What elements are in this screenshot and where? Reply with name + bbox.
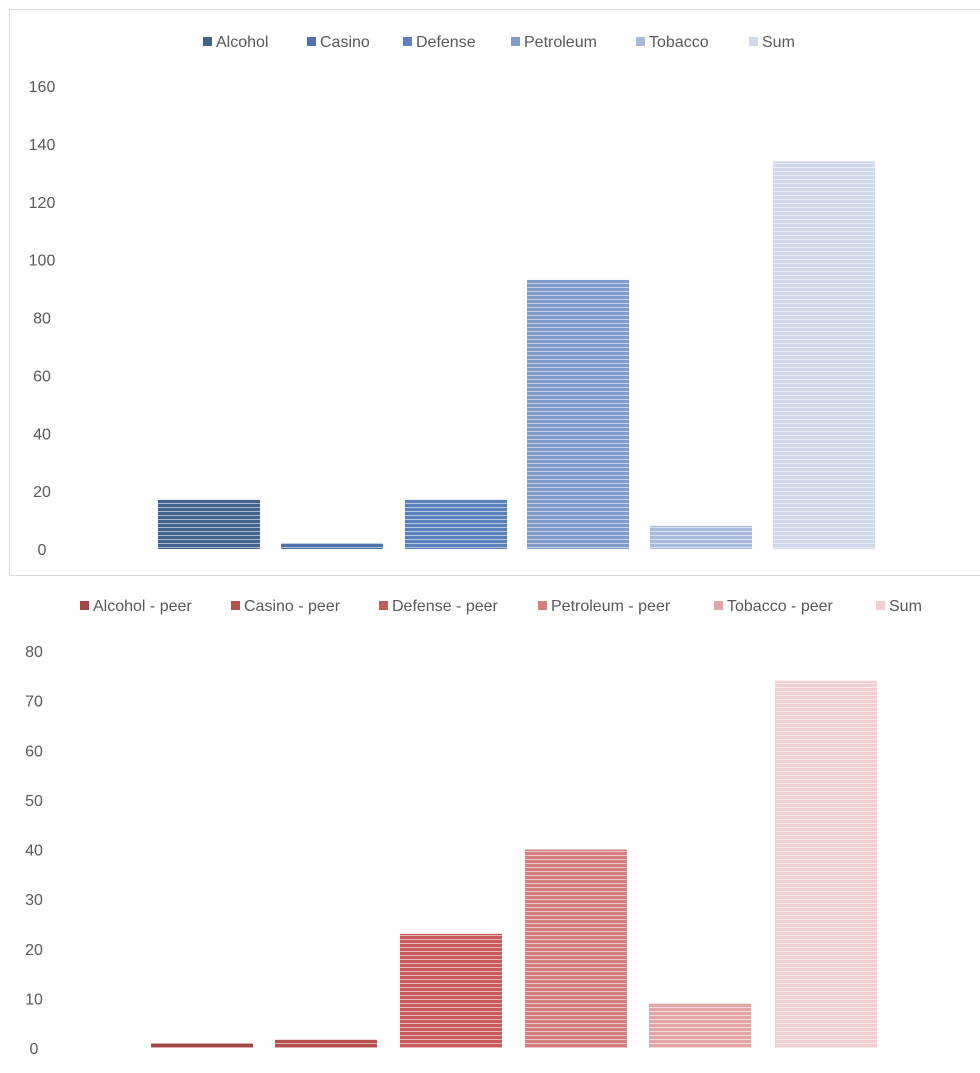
bottom-bar-tobacco-peer	[649, 1003, 751, 1048]
chart-bottom: 0 10 20 30 40 50 60 70 80 Alcohol - peer Casino - …	[25, 598, 922, 1058]
top-legend-label-casino: Casino	[320, 34, 370, 51]
top-bar-defense	[405, 499, 507, 549]
top-y-tick-0: 0	[38, 542, 47, 559]
top-y-tick-40: 40	[33, 426, 51, 443]
top-y-tick-140: 140	[29, 137, 56, 154]
bottom-legend-swatch-petroleum-peer	[538, 601, 547, 610]
top-legend-swatch-tobacco	[636, 37, 645, 46]
top-bar-alcohol	[158, 499, 260, 549]
top-legend-label-petroleum: Petroleum	[524, 34, 597, 51]
bottom-y-tick-0: 0	[30, 1041, 39, 1058]
top-legend-swatch-alcohol	[203, 37, 212, 46]
bottom-bar-alcohol-peer	[151, 1043, 253, 1048]
bottom-legend-swatch-casino-peer	[231, 601, 240, 610]
top-legend-label-tobacco: Tobacco	[649, 34, 709, 51]
bottom-legend-swatch-defense-peer	[379, 601, 388, 610]
bottom-y-tick-60: 60	[25, 743, 43, 760]
top-legend-swatch-casino	[307, 37, 316, 46]
bottom-legend-label-sum: Sum	[889, 598, 922, 615]
top-legend-swatch-defense	[403, 37, 412, 46]
bottom-y-tick-20: 20	[25, 942, 43, 959]
top-legend-swatch-sum	[749, 37, 758, 46]
top-legend-label-defense: Defense	[416, 34, 476, 51]
bottom-y-tick-10: 10	[25, 991, 43, 1008]
bottom-legend-label-petroleum-peer: Petroleum - peer	[551, 598, 671, 615]
bottom-legend-label-alcohol-peer: Alcohol - peer	[93, 598, 192, 615]
top-y-tick-120: 120	[29, 195, 56, 212]
bottom-bar-sum	[775, 680, 877, 1048]
top-y-tick-100: 100	[29, 253, 56, 270]
top-legend-label-alcohol: Alcohol	[216, 34, 268, 51]
top-bar-sum	[773, 161, 875, 550]
bottom-y-tick-70: 70	[25, 694, 43, 711]
bottom-legend-swatch-tobacco-peer	[714, 601, 723, 610]
top-bar-casino	[281, 543, 383, 549]
bottom-y-tick-80: 80	[25, 644, 43, 661]
bottom-legend-label-casino-peer: Casino - peer	[244, 598, 341, 615]
top-y-tick-20: 20	[33, 484, 51, 501]
bottom-y-tick-40: 40	[25, 843, 43, 860]
top-bar-petroleum	[527, 279, 629, 549]
top-y-tick-60: 60	[33, 368, 51, 385]
bottom-bar-petroleum-peer	[525, 849, 627, 1048]
chart-top: 0 20 40 60 80 100 120 140 160 Alcohol Casino Defens…	[29, 34, 875, 559]
bottom-y-tick-30: 30	[25, 892, 43, 909]
top-y-tick-80: 80	[33, 311, 51, 328]
bottom-bar-defense-peer	[400, 933, 502, 1048]
bottom-legend-swatch-sum	[876, 601, 885, 610]
bottom-y-tick-50: 50	[25, 793, 43, 810]
top-legend-label-sum: Sum	[762, 34, 795, 51]
bottom-bar-casino-peer	[275, 1039, 377, 1048]
top-bar-tobacco	[650, 525, 752, 549]
bottom-legend-label-defense-peer: Defense - peer	[392, 598, 499, 615]
bottom-legend-label-tobacco-peer: Tobacco - peer	[727, 598, 834, 615]
top-y-tick-160: 160	[29, 79, 56, 96]
bottom-legend-swatch-alcohol-peer	[80, 601, 89, 610]
top-legend-swatch-petroleum	[511, 37, 520, 46]
